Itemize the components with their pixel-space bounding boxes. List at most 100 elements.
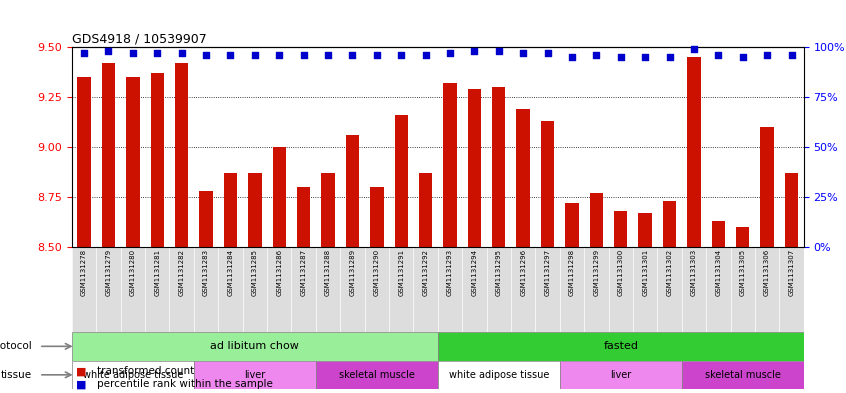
Text: GSM1131307: GSM1131307 xyxy=(788,249,794,296)
Point xyxy=(662,54,676,60)
Point xyxy=(443,50,457,56)
Bar xyxy=(639,213,652,247)
Bar xyxy=(72,332,437,360)
Bar xyxy=(443,83,457,247)
Text: GSM1131284: GSM1131284 xyxy=(228,249,233,296)
Text: ■: ■ xyxy=(76,366,86,376)
Point xyxy=(761,52,774,58)
Text: fasted: fasted xyxy=(603,342,638,351)
Bar xyxy=(272,147,286,247)
Text: GSM1131297: GSM1131297 xyxy=(545,249,551,296)
Bar xyxy=(321,173,335,247)
Bar xyxy=(682,360,804,389)
Bar xyxy=(77,77,91,247)
Bar xyxy=(394,115,408,247)
Point xyxy=(370,52,383,58)
Bar xyxy=(438,332,804,360)
Text: GSM1131292: GSM1131292 xyxy=(423,249,429,296)
Text: tissue: tissue xyxy=(1,370,31,380)
Text: GSM1131295: GSM1131295 xyxy=(496,249,502,296)
Point xyxy=(248,52,261,58)
Text: protocol: protocol xyxy=(0,342,31,351)
Bar xyxy=(102,63,115,247)
Text: GSM1131298: GSM1131298 xyxy=(569,249,575,296)
Text: GSM1131303: GSM1131303 xyxy=(691,249,697,296)
Bar xyxy=(194,360,316,389)
Bar xyxy=(590,193,603,247)
Bar xyxy=(785,173,799,247)
Bar xyxy=(614,211,628,247)
Text: GSM1131296: GSM1131296 xyxy=(520,249,526,296)
Point xyxy=(785,52,799,58)
Point xyxy=(711,52,725,58)
Bar xyxy=(560,360,682,389)
Point xyxy=(614,54,628,60)
Text: ad libitum chow: ad libitum chow xyxy=(211,342,299,351)
Point xyxy=(492,48,506,54)
Text: GSM1131301: GSM1131301 xyxy=(642,249,648,296)
Bar xyxy=(316,360,438,389)
Text: GSM1131280: GSM1131280 xyxy=(130,249,136,296)
Text: GSM1131286: GSM1131286 xyxy=(277,249,283,296)
Bar xyxy=(72,360,194,389)
Point xyxy=(102,48,115,54)
Bar xyxy=(419,173,432,247)
Text: GSM1131299: GSM1131299 xyxy=(593,249,599,296)
Bar xyxy=(761,127,774,247)
Bar xyxy=(711,221,725,247)
Text: GSM1131282: GSM1131282 xyxy=(179,249,184,296)
Point xyxy=(419,52,432,58)
Text: GSM1131278: GSM1131278 xyxy=(81,249,87,296)
Text: skeletal muscle: skeletal muscle xyxy=(705,370,781,380)
Bar xyxy=(346,135,360,247)
Point xyxy=(541,50,554,56)
Text: transformed count: transformed count xyxy=(97,366,195,376)
Text: GSM1131290: GSM1131290 xyxy=(374,249,380,296)
Point xyxy=(590,52,603,58)
Point xyxy=(223,52,237,58)
Text: skeletal muscle: skeletal muscle xyxy=(339,370,415,380)
Bar xyxy=(687,57,700,247)
Text: GSM1131300: GSM1131300 xyxy=(618,249,624,296)
Point xyxy=(175,50,189,56)
Text: GSM1131287: GSM1131287 xyxy=(300,249,306,296)
Text: GSM1131288: GSM1131288 xyxy=(325,249,331,296)
Text: GSM1131306: GSM1131306 xyxy=(764,249,770,296)
Point xyxy=(272,52,286,58)
Text: GSM1131291: GSM1131291 xyxy=(398,249,404,296)
Point xyxy=(565,54,579,60)
Text: percentile rank within the sample: percentile rank within the sample xyxy=(97,379,273,389)
Point xyxy=(77,50,91,56)
Bar xyxy=(248,173,261,247)
Point xyxy=(736,54,750,60)
Bar xyxy=(297,187,310,247)
Bar xyxy=(662,201,676,247)
Point xyxy=(151,50,164,56)
Text: liver: liver xyxy=(244,370,266,380)
Text: GSM1131281: GSM1131281 xyxy=(154,249,160,296)
Point xyxy=(639,54,652,60)
Text: GSM1131305: GSM1131305 xyxy=(739,249,745,296)
Point xyxy=(687,46,700,52)
Text: GSM1131304: GSM1131304 xyxy=(716,249,722,296)
Bar xyxy=(175,63,189,247)
Bar xyxy=(126,77,140,247)
Point xyxy=(321,52,335,58)
Bar xyxy=(370,187,383,247)
Text: GSM1131283: GSM1131283 xyxy=(203,249,209,296)
Text: GSM1131289: GSM1131289 xyxy=(349,249,355,296)
Bar xyxy=(541,121,554,247)
Bar xyxy=(492,87,506,247)
Text: white adipose tissue: white adipose tissue xyxy=(83,370,183,380)
Text: GSM1131294: GSM1131294 xyxy=(471,249,477,296)
Text: GSM1131293: GSM1131293 xyxy=(447,249,453,296)
Point xyxy=(346,52,360,58)
Bar xyxy=(151,73,164,247)
Point xyxy=(394,52,408,58)
Text: ■: ■ xyxy=(76,379,86,389)
Bar xyxy=(565,203,579,247)
Bar xyxy=(223,173,237,247)
Point xyxy=(516,50,530,56)
Bar xyxy=(438,360,560,389)
Text: liver: liver xyxy=(610,370,631,380)
